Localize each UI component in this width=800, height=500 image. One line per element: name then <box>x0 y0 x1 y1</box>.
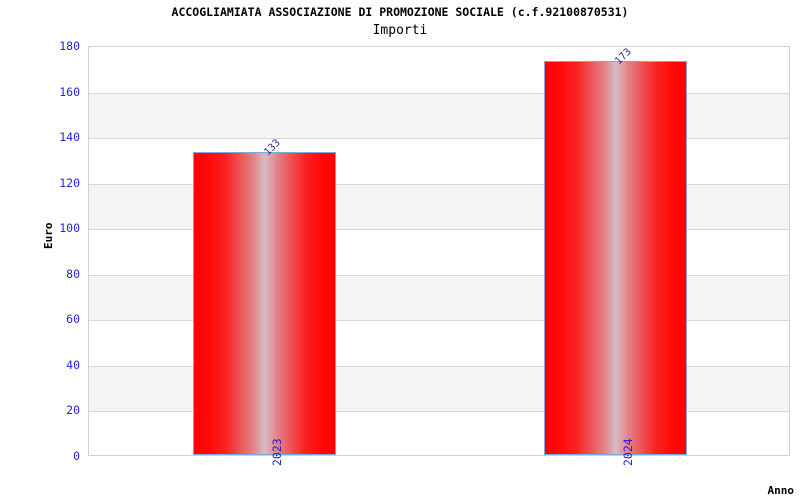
y-tick-label-80: 80 <box>66 266 80 281</box>
y-tick-label-40: 40 <box>66 357 80 372</box>
gridline <box>89 365 789 367</box>
x-tick-label-2024: 2024 <box>620 438 635 466</box>
gridline <box>89 138 789 140</box>
y-tick-label-120: 120 <box>59 175 80 190</box>
chart-title: ACCOGLIAMIATA ASSOCIAZIONE DI PROMOZIONE… <box>171 5 629 19</box>
y-tick-label-140: 140 <box>59 130 80 145</box>
y-tick-label-20: 20 <box>66 403 80 418</box>
y-tick-label-100: 100 <box>59 221 80 236</box>
x-axis-title: Anno <box>767 484 795 497</box>
y-axis-tick-labels: 0 20 40 60 80 100 120 140 160 180 <box>10 0 80 500</box>
chart-subtitle: Importi <box>372 23 428 38</box>
bar-2023[interactable] <box>193 152 336 455</box>
y-axis-title: Euro <box>42 222 55 250</box>
gridline <box>89 183 789 185</box>
x-tick-label-2023: 2023 <box>269 438 284 466</box>
y-tick-label-0: 0 <box>73 449 80 463</box>
gridline <box>89 274 789 276</box>
y-tick-label-160: 160 <box>59 84 80 99</box>
gridline <box>89 229 789 231</box>
gridline <box>89 411 789 413</box>
bar-2024[interactable] <box>544 60 687 455</box>
plot-area <box>88 46 790 456</box>
y-tick-label-60: 60 <box>66 312 80 327</box>
gridline <box>89 92 789 94</box>
gridline <box>89 320 789 322</box>
y-tick-label-180: 180 <box>59 39 80 53</box>
